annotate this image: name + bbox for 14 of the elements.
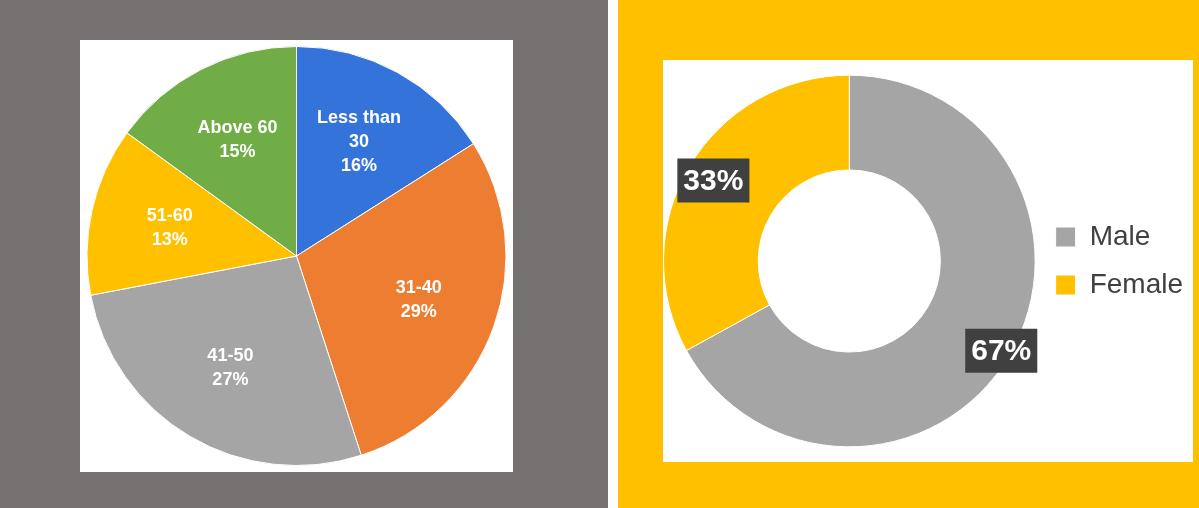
slice-label: 31-40 <box>395 276 442 297</box>
data-label: 16% <box>341 155 378 176</box>
data-label: 13% <box>151 228 188 249</box>
slice-label: 51-60 <box>146 204 193 225</box>
slice-label: 41-50 <box>207 344 254 365</box>
data-label: 33% <box>683 162 744 196</box>
slice-label: Less than 30 <box>317 107 402 152</box>
data-label: 15% <box>219 141 256 162</box>
data-label: 27% <box>212 368 249 389</box>
legend-label: Female <box>1089 267 1184 299</box>
data-label: 29% <box>400 300 437 321</box>
slice-label: Above 60 <box>197 117 278 138</box>
legend-label: Male <box>1089 219 1151 251</box>
data-label: 67% <box>971 333 1032 367</box>
